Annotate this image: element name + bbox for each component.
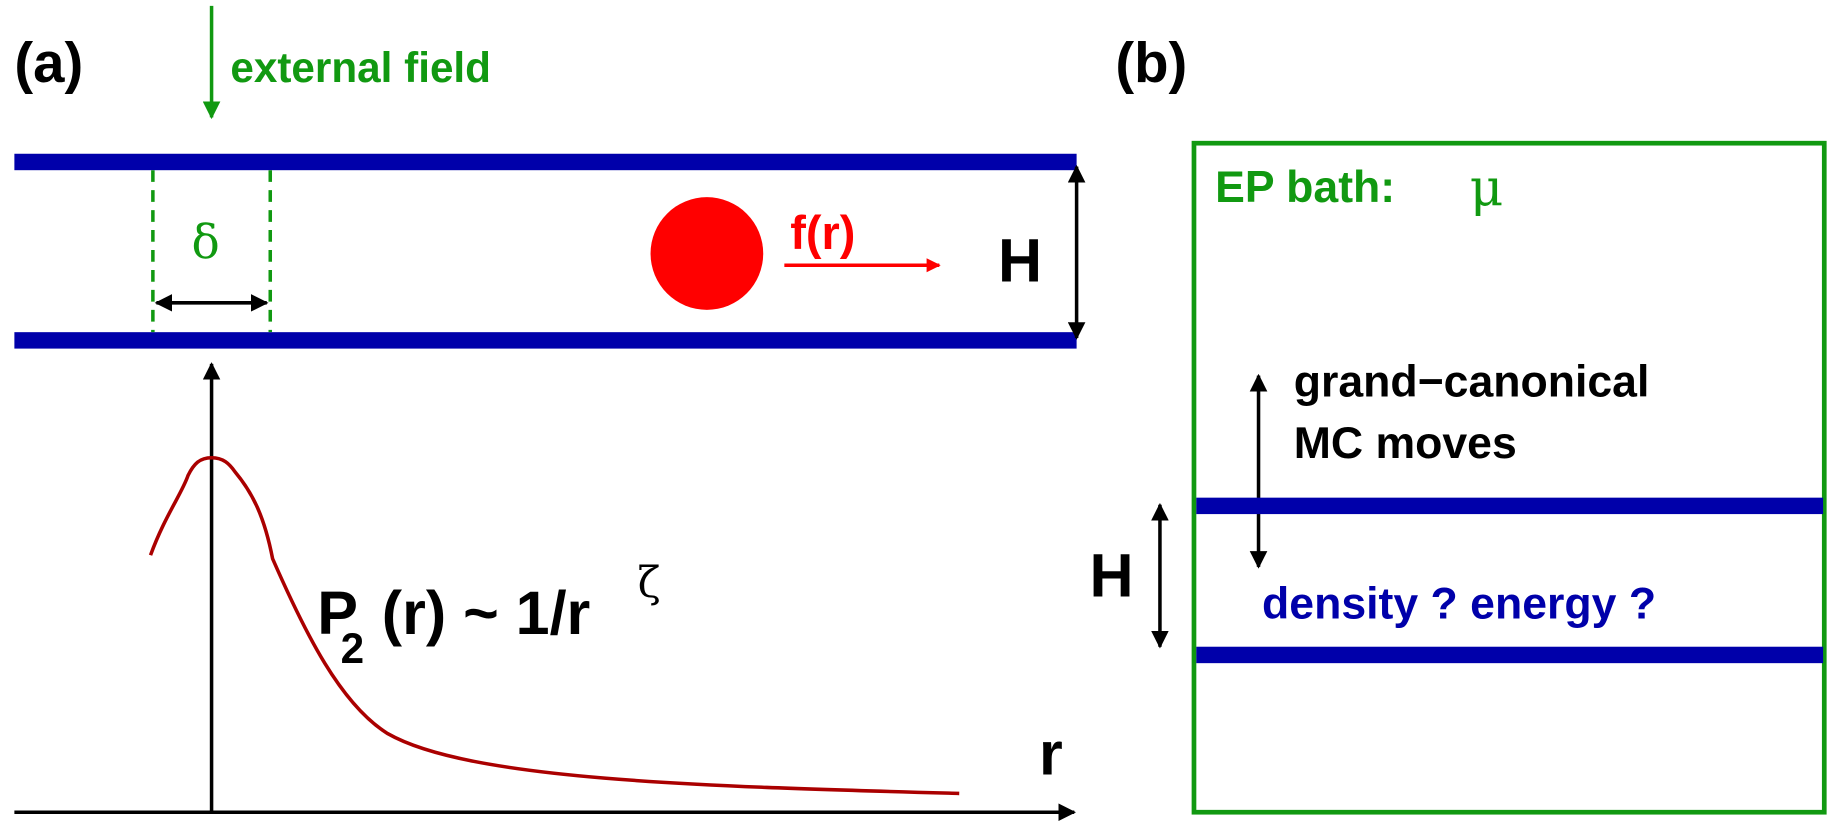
height-label: H [1090,541,1134,609]
bath-label: EP bath: [1215,163,1395,212]
force-label: f(r) [790,207,855,259]
wall [1196,497,1824,515]
mu-label: μ [1470,158,1504,218]
bath-box [1191,140,1827,815]
moves-label: grand−canonical [1294,358,1650,407]
field-label: external field [230,44,491,91]
panel-label: (a) [14,31,83,94]
question-label: density ? energy ? [1262,580,1656,629]
delta-label: δ [192,215,220,270]
formula-exponent: ζ [638,557,661,606]
formula-subscript: 2 [341,625,365,672]
wall [14,153,1077,171]
panel-label: (b) [1115,31,1187,94]
wall [14,332,1077,349]
correlation-curve [148,455,960,796]
moves-label: MC moves [1294,419,1517,468]
particle [650,197,764,310]
formula-symbol: P [317,579,358,647]
height-label: H [998,227,1042,295]
axis-label: r [1039,720,1063,788]
formula-text: (r) ~ 1/r [382,579,591,647]
wall [1196,646,1824,664]
